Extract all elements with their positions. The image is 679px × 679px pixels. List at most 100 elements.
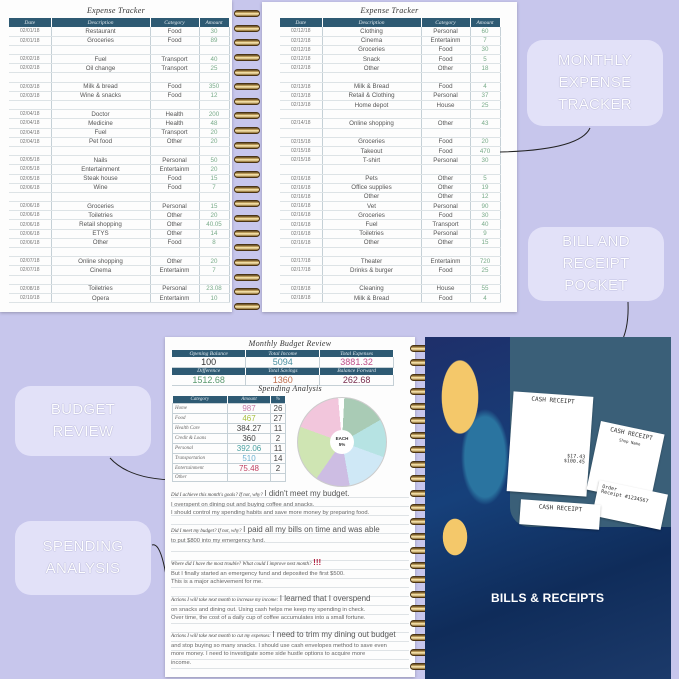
table-row <box>280 109 501 120</box>
expense-tracker-left-page: Expense Tracker Date Description Categor… <box>0 0 232 312</box>
date-cell: 02/16/18 <box>280 201 323 212</box>
value-opening-balance: 100 <box>172 357 247 368</box>
category-cell: Food <box>150 27 200 37</box>
spiral-ring <box>234 97 260 105</box>
description-cell: Cinema <box>322 36 422 46</box>
table-row: 02/04/18 Doctor Health 200 <box>9 109 230 120</box>
date-cell: 02/06/18 <box>9 183 52 193</box>
category-cell <box>150 275 200 285</box>
amount-cell <box>470 109 501 120</box>
answer-line: on snacks and dining out. Using cash hel… <box>171 606 366 613</box>
table-row: 02/16/18 Vet Personal 90 <box>280 201 501 212</box>
table-row: 02/02/18 Oil change Transport 25 <box>9 63 230 74</box>
category-cell: Health Care <box>172 422 228 434</box>
description-cell: Doctor <box>51 109 151 120</box>
date-cell <box>9 275 52 285</box>
table-row: 02/14/18 Online shopping Other 43 <box>280 118 501 129</box>
date-cell: 02/06/18 <box>9 219 52 230</box>
category-cell: Food <box>172 412 228 424</box>
date-cell: 02/12/18 <box>280 63 323 74</box>
table-row: 02/06/18 Retail shopping Other 40.05 <box>9 219 230 230</box>
table-row <box>280 164 501 175</box>
category-cell: Other <box>150 256 200 267</box>
amount-cell: 20 <box>199 256 230 267</box>
value-difference: 1512.68 <box>172 374 247 386</box>
spending-row: Personal 392.06 11 <box>172 442 286 454</box>
amount-cell: 48 <box>199 118 230 129</box>
amount-cell: 7 <box>470 36 501 46</box>
amount-cell: 30 <box>470 155 501 166</box>
col-amount: Amount <box>470 18 501 27</box>
amount-cell: 43 <box>470 118 501 129</box>
answer: I learned that I overspend <box>279 594 371 603</box>
description-cell: Drinks & burger <box>322 265 422 276</box>
amount-cell: 4 <box>470 82 501 92</box>
table-row: 02/16/18 Toiletries Personal 9 <box>280 229 501 239</box>
category-cell: Health <box>150 118 200 129</box>
value-balance-forward: 262.68 <box>319 374 394 386</box>
date-cell <box>280 128 323 138</box>
amount-cell: 55 <box>470 284 501 294</box>
reflection-entry: Did I meet my budget? If not, why? I pai… <box>171 525 409 545</box>
amount-cell: 25 <box>470 100 501 111</box>
category-cell: Personal <box>172 442 228 454</box>
amount-cell: 12 <box>199 91 230 102</box>
value-total-expenses: 3881.32 <box>319 357 394 368</box>
category-cell: Other <box>421 174 471 184</box>
category-cell: House <box>421 284 471 294</box>
description-cell: Entertainment <box>51 164 151 175</box>
category-cell: Entertainm <box>150 293 200 304</box>
category-cell: Health <box>150 109 200 120</box>
table-row: 02/04/18 Fuel Transport 20 <box>9 128 230 138</box>
receipt-title: CASH RECEIPT <box>531 395 575 406</box>
percent-cell: 14 <box>270 452 286 464</box>
answer-line: income. <box>171 660 192 667</box>
description-cell <box>322 164 422 175</box>
spending-table: Category Amount% Home 987 26 Food 467 27 Health… <box>172 396 286 483</box>
description-cell <box>322 109 422 120</box>
description-cell <box>51 72 151 83</box>
amount-cell: 4 <box>470 293 501 304</box>
table-row: 02/03/18 Wine & snacks Food 12 <box>9 91 230 102</box>
reflection-entry: Actions I will take next month to increa… <box>171 594 409 623</box>
reflection-entry: Actions I will take next month to cut my… <box>171 630 409 668</box>
category-cell: Other <box>421 238 471 249</box>
category-cell: Entertainm <box>421 256 471 267</box>
table-row: 02/05/18 Nails Personal 50 <box>9 155 230 166</box>
spiral-ring <box>234 200 260 208</box>
description-cell: Retail shopping <box>51 219 151 230</box>
amount-cell <box>227 472 271 483</box>
description-cell: Fuel <box>51 54 151 65</box>
date-cell: 02/06/18 <box>9 229 52 239</box>
table-row: 02/06/18 ETYS Other 14 <box>9 229 230 239</box>
amount-cell <box>199 45 230 56</box>
amount-cell <box>199 192 230 203</box>
expense-tracker-right-page: Expense Tracker Date Description Categor… <box>262 2 517 312</box>
table-row: 02/16/18 Other Other 15 <box>280 238 501 249</box>
description-cell: Cinema <box>51 265 151 276</box>
date-cell: 02/16/18 <box>280 238 323 249</box>
table-row <box>9 146 230 157</box>
callout-budget-review: BUDGET REVIEW <box>15 386 151 456</box>
amount-cell: 5 <box>470 54 501 65</box>
amount-cell: 350 <box>199 82 230 92</box>
category-cell <box>421 164 471 175</box>
col-amount: Amount <box>227 396 271 403</box>
date-cell: 02/17/18 <box>280 265 323 276</box>
category-cell: Entertainment <box>172 462 228 474</box>
description-cell <box>322 72 422 83</box>
table-row: 02/06/18 Other Food 8 <box>9 238 230 249</box>
description-cell: T-shirt <box>322 155 422 166</box>
table-row: 02/03/18 Milk & bread Food 350 <box>9 82 230 92</box>
table-row: 02/16/18 Office supplies Other 19 <box>280 183 501 193</box>
table-row: 02/06/18 Groceries Personal 15 <box>9 201 230 212</box>
amount-cell: 467 <box>227 412 271 424</box>
amount-cell: 987 <box>227 402 271 414</box>
spiral-ring <box>234 288 260 296</box>
spiral-ring <box>234 83 260 91</box>
amount-cell: 20 <box>199 137 230 147</box>
category-cell: Home <box>172 402 228 414</box>
amount-cell: 15 <box>199 201 230 212</box>
table-row: 02/01/18 Groceries Food 89 <box>9 36 230 46</box>
category-cell <box>421 72 471 83</box>
